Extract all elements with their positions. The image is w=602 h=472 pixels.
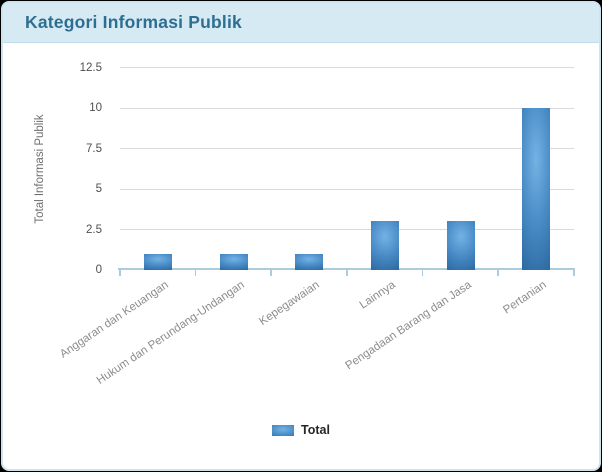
bar[interactable] xyxy=(295,253,324,270)
x-axis-tick xyxy=(421,270,424,276)
legend: Total xyxy=(3,423,599,437)
legend-marker-total[interactable] xyxy=(272,424,295,436)
y-tick-label: 12.5 xyxy=(79,61,102,74)
x-axis-line xyxy=(118,268,575,270)
gridline xyxy=(120,188,574,190)
chart-plot-area: Total Informasi Publik Total 0 2.5 5 7.5 10 1… xyxy=(3,43,599,469)
y-tick-label: 0 xyxy=(95,264,102,276)
x-axis-tick xyxy=(270,270,272,276)
y-tick-label: 2.5 xyxy=(86,223,102,236)
y-axis-title: Total Informasi Publik xyxy=(34,114,46,224)
gridline xyxy=(120,67,574,68)
gridline xyxy=(120,229,574,230)
page-title: Kategori Informasi Publik xyxy=(25,12,242,32)
x-axis-tick xyxy=(119,270,121,276)
bar[interactable] xyxy=(370,221,399,270)
legend-label-total[interactable]: Total xyxy=(301,423,330,437)
bar[interactable] xyxy=(446,221,475,270)
bar[interactable] xyxy=(522,108,551,270)
y-tick-label: 10 xyxy=(89,102,102,114)
gridline xyxy=(120,148,574,149)
y-tick-label: 5 xyxy=(95,183,102,195)
x-axis-tick xyxy=(346,270,348,276)
x-axis-tick xyxy=(497,270,499,276)
y-tick-label: 7.5 xyxy=(86,142,102,155)
gridline xyxy=(120,107,574,109)
bar[interactable] xyxy=(219,253,248,270)
bar[interactable] xyxy=(143,253,172,270)
x-axis-tick xyxy=(194,270,197,276)
chart-header: Kategori Informasi Publik xyxy=(3,3,599,43)
x-axis-tick xyxy=(573,270,575,276)
